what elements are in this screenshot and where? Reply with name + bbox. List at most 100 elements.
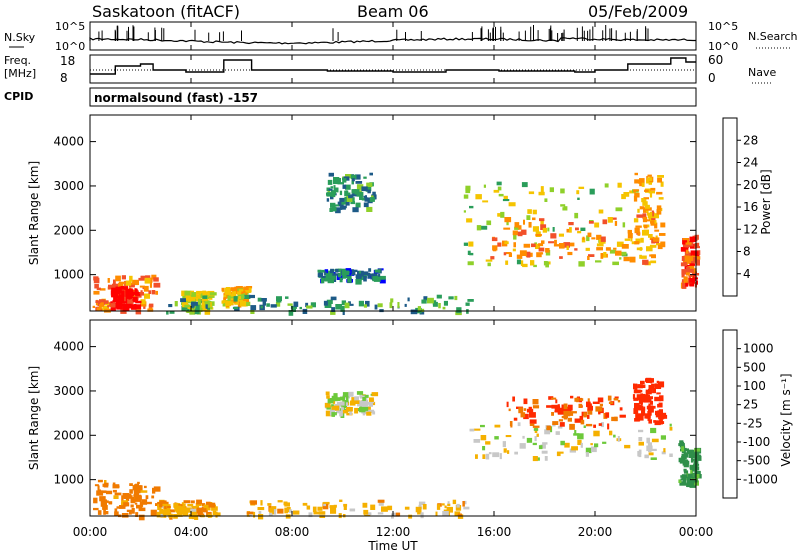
data-cell bbox=[369, 197, 375, 202]
data-cell bbox=[473, 439, 481, 443]
data-cell bbox=[123, 502, 130, 507]
data-cell bbox=[201, 508, 207, 511]
data-cell bbox=[579, 398, 584, 401]
time-axis-ticks: 00:00 04:00 08:00 12:00 16:00 20:00 00:00 bbox=[73, 22, 714, 539]
data-cell bbox=[125, 289, 129, 295]
data-cell bbox=[442, 511, 449, 516]
data-cell bbox=[469, 205, 474, 209]
data-cell bbox=[639, 389, 643, 393]
data-cell bbox=[96, 287, 101, 291]
data-cell bbox=[683, 462, 689, 468]
colorbar-tick-label: -500 bbox=[743, 454, 770, 468]
data-cell bbox=[642, 213, 647, 220]
data-cell bbox=[467, 261, 474, 266]
data-cell bbox=[526, 251, 531, 258]
data-cell bbox=[230, 287, 238, 292]
data-cell bbox=[597, 397, 604, 403]
data-cell bbox=[331, 206, 337, 212]
data-cell bbox=[558, 419, 563, 422]
data-cell bbox=[577, 439, 582, 445]
data-cell bbox=[345, 268, 352, 272]
data-cell bbox=[503, 195, 508, 200]
data-cell bbox=[615, 250, 622, 256]
data-cell bbox=[650, 457, 657, 460]
data-cell bbox=[588, 254, 595, 257]
data-cell bbox=[286, 507, 291, 513]
data-cell bbox=[139, 285, 145, 288]
data-cell bbox=[661, 451, 666, 455]
data-cell bbox=[694, 253, 700, 258]
data-cell bbox=[650, 212, 653, 217]
data-cell bbox=[557, 425, 563, 429]
data-cell bbox=[155, 503, 158, 506]
data-cell bbox=[638, 441, 644, 446]
velocity-y-ticks: 4000 3000 2000 1000 bbox=[53, 340, 696, 487]
data-cell bbox=[332, 273, 339, 276]
data-cell bbox=[617, 182, 622, 188]
data-cell bbox=[138, 277, 145, 281]
data-cell bbox=[650, 260, 657, 264]
data-cell bbox=[544, 456, 548, 461]
data-cell bbox=[153, 282, 161, 288]
data-cell bbox=[644, 224, 648, 229]
data-cell bbox=[600, 236, 606, 242]
data-cell bbox=[159, 501, 163, 508]
data-cell bbox=[637, 231, 641, 236]
data-cell bbox=[253, 511, 256, 518]
data-cell bbox=[287, 303, 293, 306]
data-cell bbox=[695, 280, 698, 285]
colorbar-tick-label: 500 bbox=[743, 360, 766, 374]
data-cell bbox=[267, 503, 272, 506]
data-cell bbox=[544, 429, 551, 435]
data-cell bbox=[656, 209, 662, 215]
y-tick-label: 1000 bbox=[53, 473, 84, 487]
data-cell bbox=[539, 218, 545, 222]
data-cell bbox=[372, 276, 378, 282]
data-cell bbox=[683, 470, 689, 474]
data-cell bbox=[363, 275, 367, 282]
data-cell bbox=[283, 501, 288, 506]
data-cell bbox=[645, 391, 649, 396]
data-cell bbox=[102, 505, 108, 510]
colorbar-tick-label: 100 bbox=[743, 379, 766, 393]
data-cell bbox=[197, 512, 203, 516]
data-cell bbox=[581, 237, 586, 243]
data-cell bbox=[321, 269, 325, 273]
data-cell bbox=[638, 400, 643, 405]
data-cell bbox=[613, 397, 619, 401]
data-cell bbox=[146, 501, 152, 505]
noise-tick-bottom-left: 10^0 bbox=[55, 40, 85, 53]
data-cell bbox=[436, 294, 442, 299]
data-cell bbox=[582, 236, 585, 240]
data-cell bbox=[650, 427, 657, 434]
data-cell bbox=[654, 383, 662, 389]
data-cell bbox=[196, 507, 203, 514]
x-tick-label: 00:00 bbox=[679, 525, 714, 539]
data-cell bbox=[276, 300, 282, 303]
data-cell bbox=[225, 300, 232, 307]
data-cell bbox=[203, 300, 211, 303]
data-cell bbox=[206, 501, 211, 508]
data-cell bbox=[205, 304, 208, 309]
data-cell bbox=[339, 190, 343, 196]
data-cell bbox=[113, 495, 119, 499]
data-cell bbox=[289, 509, 293, 513]
data-cell bbox=[517, 422, 521, 427]
data-cell bbox=[123, 293, 128, 299]
data-cell bbox=[299, 306, 302, 310]
power-colorbar-label: Power [dB] bbox=[759, 169, 773, 234]
data-cell bbox=[681, 269, 689, 275]
data-cell bbox=[681, 272, 685, 278]
data-cell bbox=[648, 452, 654, 456]
data-cell bbox=[505, 260, 509, 265]
data-cell bbox=[688, 275, 691, 279]
y-tick-label: 1000 bbox=[53, 268, 84, 282]
data-cell bbox=[463, 242, 468, 246]
data-cell bbox=[123, 296, 126, 302]
data-cell bbox=[694, 256, 701, 260]
data-cell bbox=[542, 227, 547, 233]
data-cell bbox=[113, 288, 119, 291]
data-cell bbox=[336, 409, 343, 414]
data-cell bbox=[365, 300, 370, 307]
data-cell bbox=[685, 459, 689, 463]
